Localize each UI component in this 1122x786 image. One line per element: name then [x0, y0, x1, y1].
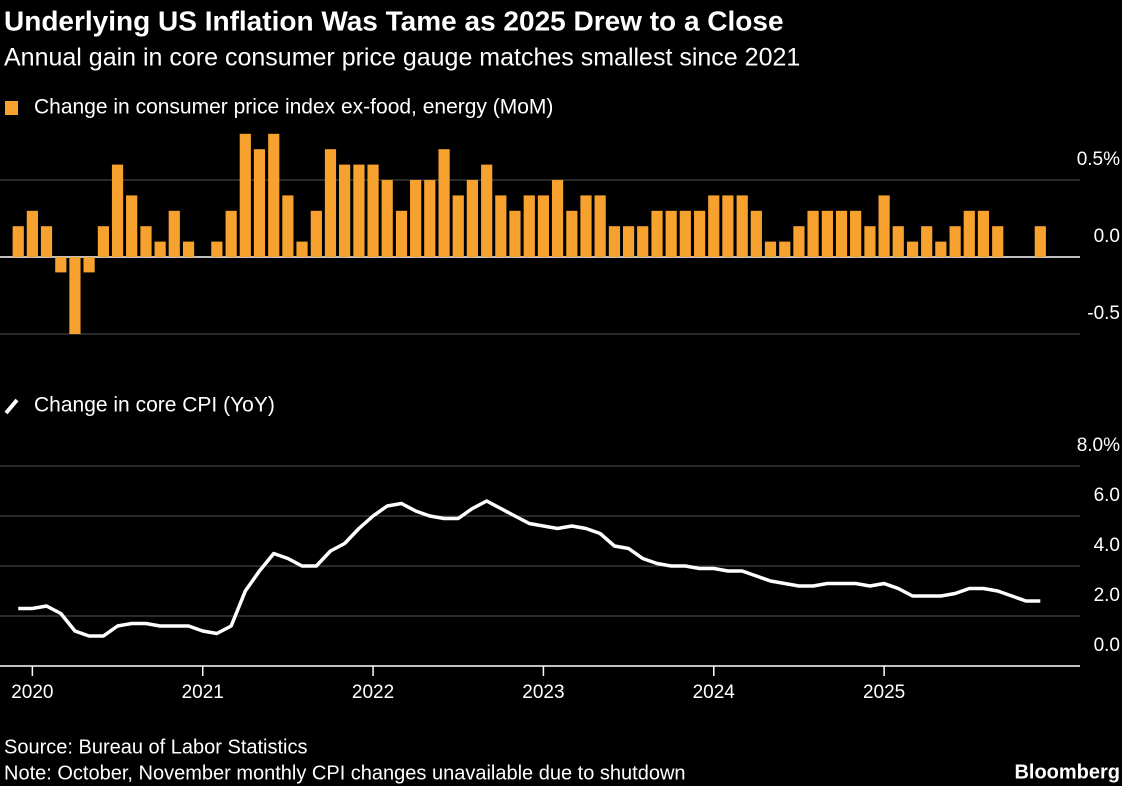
bar: [40, 226, 53, 257]
bar: [722, 195, 734, 257]
y-tick-label: 6.0: [1094, 485, 1120, 506]
bar: [736, 195, 748, 257]
legend-marker: [4, 398, 19, 415]
bar: [111, 164, 124, 257]
bar: [963, 210, 975, 257]
y-tick-label: 0.0: [1094, 226, 1120, 247]
bar: [921, 226, 933, 257]
y-tick-label: 0.5%: [1077, 149, 1120, 170]
bar: [395, 210, 408, 257]
bar: [239, 133, 251, 257]
bar: [523, 195, 535, 257]
bar: [211, 241, 223, 257]
bar: [708, 195, 720, 257]
note: Note: October, November monthly CPI chan…: [4, 762, 686, 784]
bar: [665, 210, 677, 257]
y-tick-label: 4.0: [1094, 535, 1120, 556]
bar: [140, 226, 152, 257]
bar: [83, 257, 95, 273]
x-tick-label: 2024: [693, 682, 736, 703]
bar: [353, 164, 365, 257]
bar: [495, 195, 507, 257]
y-tick-label: 0.0: [1094, 635, 1120, 656]
line: [18, 499, 1041, 638]
bar: [296, 241, 308, 257]
bar: [835, 210, 848, 257]
legend-marker: [5, 101, 18, 115]
bar: [26, 210, 38, 257]
bar: [694, 210, 706, 257]
bar: [367, 164, 379, 257]
bar: [892, 226, 904, 257]
bar: [253, 149, 266, 257]
bar: [381, 180, 393, 257]
legend-label: Change in core CPI (YoY): [34, 394, 275, 417]
bar: [481, 164, 493, 257]
legend-label: Change in consumer price index ex-food, …: [34, 96, 553, 119]
bar: [992, 226, 1004, 257]
bar: [182, 241, 195, 257]
bar: [324, 149, 337, 257]
bar: [126, 195, 138, 257]
bar: [225, 210, 237, 257]
y-tick-label: -0.5: [1087, 303, 1120, 324]
x-tick-label: 2021: [182, 682, 224, 703]
logo: Bloomberg: [1014, 761, 1120, 783]
bar: [566, 210, 578, 257]
bar: [1034, 226, 1046, 257]
bar: [154, 241, 166, 257]
bar: [594, 195, 606, 257]
bar: [622, 226, 635, 257]
bar: [97, 226, 110, 257]
bar: [410, 180, 422, 257]
bar: [906, 241, 919, 257]
bar: [807, 210, 819, 257]
chart-title: Underlying US Inflation Was Tame as 2025…: [4, 5, 784, 36]
bar: [637, 226, 649, 257]
bar: [339, 164, 351, 257]
y-tick-label: 2.0: [1094, 585, 1120, 606]
chart-subtitle: Annual gain in core consumer price gauge…: [4, 44, 800, 72]
bar: [608, 226, 621, 257]
bar: [977, 210, 990, 257]
bar: [509, 210, 521, 257]
bar: [949, 226, 961, 257]
bar: [55, 257, 67, 273]
bar: [679, 210, 691, 257]
x-tick-label: 2025: [863, 682, 905, 703]
bar: [779, 241, 791, 257]
bar: [537, 195, 550, 257]
bar: [12, 226, 24, 257]
x-tick-label: 2022: [352, 682, 394, 703]
bar: [452, 195, 464, 257]
bar: [750, 210, 762, 257]
bar: [935, 241, 947, 257]
x-tick-label: 2020: [11, 682, 53, 703]
source: Source: Bureau of Labor Statistics: [4, 736, 308, 758]
bar: [310, 210, 322, 257]
x-tick-label: 2023: [522, 682, 564, 703]
bar: [168, 210, 180, 257]
bar: [466, 180, 478, 257]
bar: [438, 149, 450, 257]
bar: [268, 133, 280, 257]
bar: [69, 257, 81, 334]
bar: [764, 241, 777, 257]
y-tick-label: 8.0%: [1077, 435, 1120, 456]
bar: [651, 210, 663, 257]
bar: [850, 210, 862, 257]
bar: [864, 226, 876, 257]
bar: [282, 195, 294, 257]
bar: [821, 210, 833, 257]
bar: [551, 180, 564, 257]
bar: [793, 226, 805, 257]
bar: [424, 180, 436, 257]
bar: [878, 195, 890, 257]
bar: [580, 195, 592, 257]
